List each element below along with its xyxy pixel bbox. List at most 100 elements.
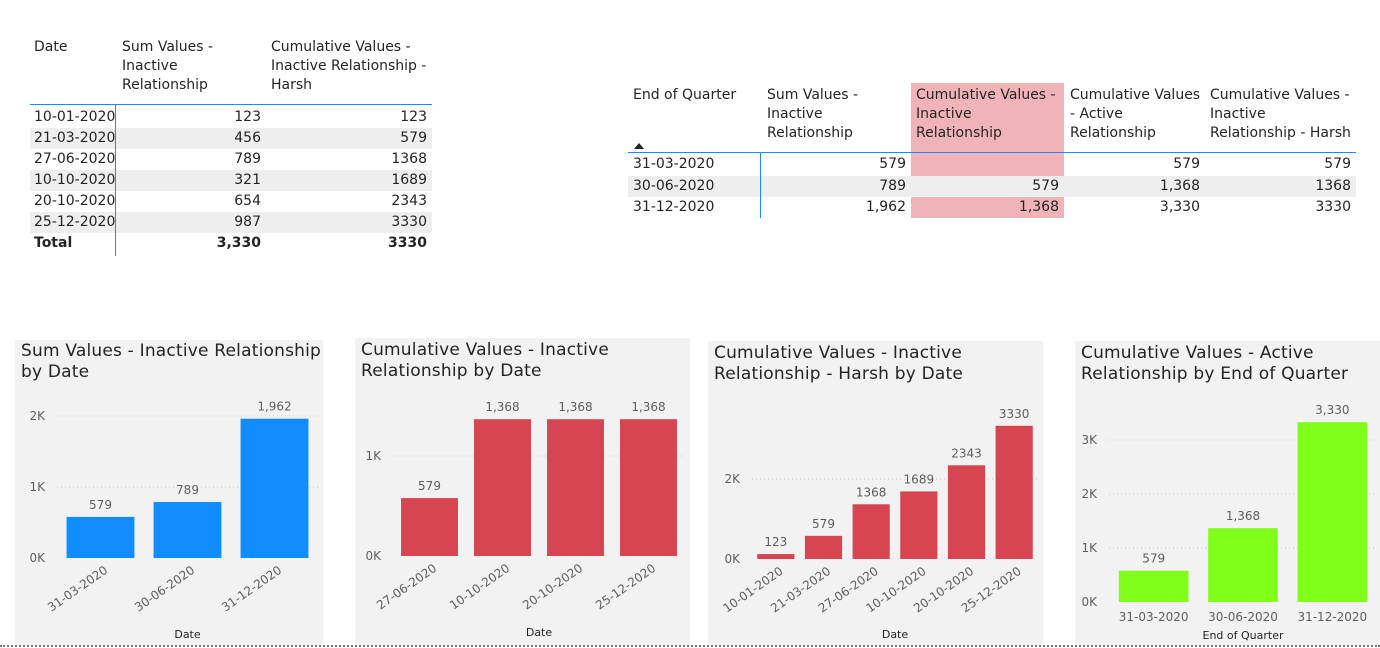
bar [240,418,309,558]
sort-ascending-icon[interactable] [634,143,644,149]
x-tick-label: 31-03-2020 [45,563,110,614]
bar [401,498,458,556]
bar [66,516,135,558]
y-tick-label: 0K [1081,595,1098,609]
cell-cumulative: 2343 [391,193,427,209]
table-row[interactable]: 10-01-2020 123 123 [30,107,432,128]
data-label: 2343 [951,446,982,460]
column-header-end-of-quarter[interactable]: End of Quarter [633,87,737,103]
y-tick-label: 2K [1081,487,1098,501]
x-tick-label: 20-10-2020 [520,561,585,612]
x-axis-title: Date [526,626,553,639]
x-tick-label: 27-06-2020 [374,561,439,612]
header-divider [628,152,1356,153]
cell-quarter: 30-06-2020 [633,178,715,194]
column-header-cumulative-inactive[interactable]: Cumulative Values - Inactive Relationshi… [916,87,1056,141]
y-tick-label: 0K [365,549,382,563]
table-end-of-quarter: End of Quarter Sum Values - Inactive Rel… [0,0,1380,230]
data-label: 579 [418,479,441,493]
cell-cumulative-harsh: 579 [1324,156,1351,172]
y-tick-label: 1K [29,480,46,494]
y-tick-label: 1K [365,449,382,463]
column-header-cumulative-inactive-harsh[interactable]: Cumulative Values - Inactive Relationshi… [271,39,427,93]
cell-date: 27-06-2020 [34,151,116,167]
data-label: 1689 [904,472,935,486]
x-axis-title: Date [882,628,909,641]
cell-cumulative-inactive: 579 [1032,178,1059,194]
table-row[interactable]: 31-03-2020 579 579 579 [628,154,1356,175]
column-divider [115,105,116,256]
column-divider [760,153,761,218]
chart-panel-sum-inactive[interactable]: Sum Values - Inactive Relationship by Da… [15,340,323,645]
cell-cumulative: 3330 [391,214,427,230]
cell-sum: 789 [234,151,261,167]
column-header-cumulative-inactive-harsh[interactable]: Cumulative Values - Inactive Relationshi… [1210,87,1351,141]
table-row[interactable]: 10-10-2020 321 1689 [30,170,432,191]
cell-date: 20-10-2020 [34,193,116,209]
bar [153,501,222,558]
column-header-sum-inactive[interactable]: Sum Values - Inactive Relationship [122,39,214,93]
bar [900,491,938,559]
bar [1118,570,1189,602]
total-cumulative: 3330 [388,235,427,251]
column-header-cumulative-active[interactable]: Cumulative Values - Active Relationship [1070,87,1201,141]
data-label: 1368 [856,485,887,499]
chart-panel-cumulative-inactive-harsh[interactable]: Cumulative Values - Inactive Relationshi… [708,341,1043,645]
data-label: 3,330 [1315,403,1349,417]
table-date-values: Date Sum Values - Inactive Relationship … [0,0,440,260]
bar [547,419,604,556]
header-divider [30,104,432,105]
table-row[interactable]: 31-12-2020 1,962 1,368 3,330 3330 [628,197,1356,218]
data-label: 1,368 [485,400,519,414]
cell-date: 25-12-2020 [34,214,116,230]
cell-sum: 1,962 [865,199,906,215]
bar-chart: 0K 1K 2K 3K 579 31-03-2020 1,368 30-06-2020 3,33… [1081,403,1377,642]
y-tick-label: 2K [29,409,46,423]
chart-panel-cumulative-active[interactable]: Cumulative Values - Active Relationship … [1075,341,1380,645]
y-tick-label: 1K [1081,541,1098,555]
chart-title-line: Cumulative Values - Inactive [361,340,609,360]
cell-sum: 987 [234,214,261,230]
x-tick-label: 31-03-2020 [1119,610,1189,624]
x-tick-label: 30-06-2020 [132,563,197,614]
chart-title-line: Relationship by Date [361,361,542,381]
bar [852,504,890,559]
cell-sum: 579 [879,156,906,172]
y-tick-label: 2K [724,472,741,486]
cell-sum: 456 [234,130,261,146]
column-header-sum-inactive[interactable]: Sum Values - Inactive Relationship [767,87,859,141]
bar [757,554,795,559]
y-tick-label: 3K [1081,433,1098,447]
cell-cumulative-active: 3,330 [1159,199,1200,215]
bar [620,419,677,556]
bar [995,425,1033,559]
x-tick-label: 30-06-2020 [1208,610,1278,624]
chart-title-line: Sum Values - Inactive Relationship [21,341,322,361]
chart-title-line: Relationship by End of Quarter [1081,364,1349,384]
table-row[interactable]: 27-06-2020 789 1368 [30,149,432,170]
table-row[interactable]: 21-03-2020 456 579 [30,128,432,149]
chart-title-line: Cumulative Values - Active [1081,343,1314,363]
bar-chart: 0K 1K 579 27-06-2020 1,368 10-10-2020 1,368 20-… [365,400,685,639]
cell-quarter: 31-12-2020 [633,199,715,215]
chart-panel-cumulative-inactive[interactable]: Cumulative Values - Inactive Relationshi… [355,338,690,645]
column-header-date[interactable]: Date [34,39,68,55]
chart-title-line: Relationship - Harsh by Date [714,364,964,384]
table-row[interactable]: 30-06-2020 789 579 1,368 1368 [628,176,1356,197]
cell-sum: 654 [234,193,261,209]
cell-date: 10-10-2020 [34,172,116,188]
chart-title-line: Cumulative Values - Inactive [714,343,962,363]
x-axis-title: Date [174,628,201,641]
chart-title: Cumulative Values - Active Relationship … [1081,343,1348,385]
table-row[interactable]: 25-12-2020 987 3330 [30,212,432,233]
table-row[interactable]: 20-10-2020 654 2343 [30,191,432,212]
data-label: 3330 [999,407,1030,421]
data-label: 123 [764,535,787,549]
data-label: 789 [176,483,199,497]
x-axis-title: End of Quarter [1203,629,1284,642]
y-tick-label: 0K [29,551,46,565]
chart-title: Sum Values - Inactive Relationship by Da… [21,341,321,383]
data-label: 1,368 [1226,509,1260,523]
bar [474,419,531,556]
cell-quarter: 31-03-2020 [633,156,715,172]
